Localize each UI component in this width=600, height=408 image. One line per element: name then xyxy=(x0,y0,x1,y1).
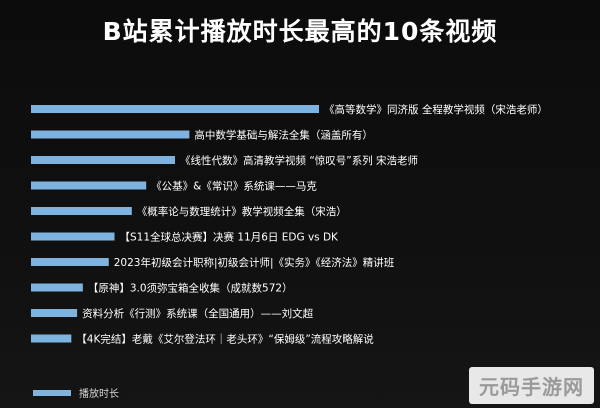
bar-5 xyxy=(31,207,132,215)
legend-label: 播放时长 xyxy=(79,389,119,400)
bar-label-5: 《概率论与数理统计》教学视频全集（宋浩） xyxy=(137,205,347,218)
bar-8 xyxy=(31,283,83,292)
bar-label-8: 【原神】3.0须弥宝箱全收集（成就数572） xyxy=(88,282,293,295)
bar-label-10: 【4K完结】老戴《艾尔登法环｜老头环》“保姆级”流程攻略解说 xyxy=(76,333,374,346)
bar-10 xyxy=(31,334,72,343)
bar-4 xyxy=(31,181,147,190)
bar-label-4: 《公基》&《常识》系统课——马克 xyxy=(151,180,317,193)
chart-legend: 播放时长 xyxy=(33,385,119,400)
bar-label-2: 高中数学基础与解法全集（涵盖所有） xyxy=(194,129,373,142)
bar-6 xyxy=(31,232,115,241)
watermark-logo: 元码手游网 xyxy=(469,367,594,404)
bar-label-9: 资料分析《行测》系统课（全国通用）——刘文超 xyxy=(82,307,313,320)
bar-3 xyxy=(31,156,175,164)
bar-9 xyxy=(31,309,78,317)
bar-label-3: 《线性代数》高清教学视频 “惊叹号”系列 宋浩老师 xyxy=(180,154,418,167)
bar-label-7: 2023年初级会计职称|初级会计师|《实务》《经济法》精讲班 xyxy=(114,256,395,269)
bar-1 xyxy=(31,105,319,113)
bar-2 xyxy=(31,130,190,139)
legend-swatch xyxy=(33,389,71,396)
bar-7 xyxy=(31,258,109,266)
bar-label-1: 《高等数学》同济版 全程教学视频（宋浩老师） xyxy=(324,103,548,116)
chart-title: B站累计播放时长最高的10条视频 xyxy=(102,17,498,46)
bar-label-6: 【S11全球总决赛】决赛 11月6日 EDG vs DK xyxy=(120,231,340,244)
